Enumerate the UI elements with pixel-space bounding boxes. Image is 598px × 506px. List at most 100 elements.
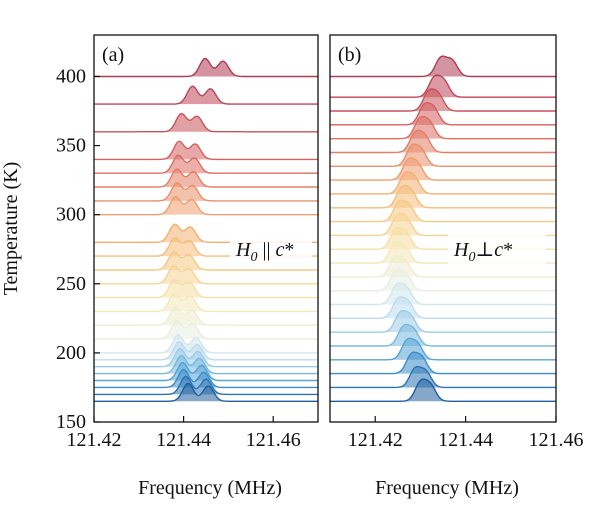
spectrum-line-285K: [330, 212, 556, 237]
spectrum-line-165K: [94, 382, 318, 402]
spectrum-line-375K: [330, 88, 556, 112]
plot-frame: [329, 34, 557, 423]
spectrum-fill-205K: [330, 324, 556, 346]
spectrum-fill-250K: [94, 265, 318, 284]
spectrum-line-200K: [94, 334, 318, 354]
spectrum-fill-380K: [94, 86, 318, 105]
spectrum-fill-240K: [94, 279, 318, 298]
spectrum-line-210K: [94, 320, 318, 340]
x-tick-label: 121.46: [246, 429, 301, 451]
spectrum-line-255K: [330, 254, 556, 278]
y-tick-label: 400: [56, 65, 86, 87]
spectrum-line-365K: [330, 101, 556, 126]
spectrum-line-400K: [330, 55, 556, 78]
spectrum-fill-325K: [330, 157, 556, 181]
spectrum-fill-185K: [330, 352, 556, 374]
spectrum-line-360K: [94, 112, 318, 133]
spectrum-line-220K: [94, 306, 318, 326]
spectrum-line-250K: [94, 264, 318, 285]
x-axis-title: Frequency (MHz): [138, 477, 282, 499]
spectrum-line-340K: [94, 140, 318, 161]
y-tick-label: 200: [56, 342, 86, 364]
x-tick-label: 121.44: [156, 429, 211, 451]
spectrum-line-380K: [94, 85, 318, 105]
spectrum-line-185K: [94, 354, 318, 375]
spectrum-fill-180K: [94, 362, 318, 381]
spectrum-line-355K: [330, 115, 556, 140]
spectrum-line-345K: [330, 129, 556, 154]
spectrum-line-170K: [94, 375, 318, 396]
spectrum-fill-170K: [94, 376, 318, 395]
spectrum-fill-400K: [94, 58, 318, 77]
spectrum-fill-315K: [330, 171, 556, 194]
y-tick-label: 250: [56, 273, 86, 295]
spectrum-fill-165K: [330, 379, 556, 402]
spectrum-fill-285K: [330, 213, 556, 236]
panel-a: 121.42 121.44 121.46 150 200 250 300 350 400 Freq…: [0, 34, 319, 499]
spectrum-fill-385K: [330, 75, 556, 98]
spectrum-fill-175K: [330, 366, 556, 388]
field-orientation-label: H0 || c*: [235, 239, 294, 265]
spectrum-line-295K: [330, 199, 556, 223]
panel-b: 121.42 121.44 121.46 Frequency (MHz) (b) H0⊥c…: [329, 34, 584, 499]
spectrum-fill-235K: [330, 283, 556, 305]
spectrum-line-315K: [330, 171, 556, 195]
spectrum-fill-220K: [94, 307, 318, 326]
spectrum-line-175K: [330, 365, 556, 389]
spectrum-line-205K: [330, 323, 556, 347]
x-tick-label: 121.44: [438, 429, 493, 451]
spectrum-line-195K: [94, 341, 318, 361]
spectrum-fill-165K: [94, 383, 318, 402]
spectrum-line-185K: [330, 351, 556, 375]
spectrum-line-330K: [94, 154, 318, 174]
spectrum-fill-295K: [330, 200, 556, 222]
plot-frame: [93, 34, 319, 423]
spectrum-line-320K: [94, 168, 318, 188]
spectrum-line-310K: [94, 182, 318, 202]
y-tick-label: 300: [56, 204, 86, 226]
spectrum-fill-360K: [94, 113, 318, 132]
spectrum-line-385K: [330, 74, 556, 98]
spectrum-fill-190K: [94, 348, 318, 367]
spectrum-fill-225K: [330, 296, 556, 319]
spectrum-line-245K: [330, 268, 556, 292]
spectrum-line-230K: [94, 292, 318, 313]
spectrum-line-400K: [94, 57, 318, 78]
spectrum-fill-215K: [330, 310, 556, 333]
spectrum-fill-400K: [330, 56, 556, 77]
y-axis-title: Temperature (K): [0, 162, 22, 296]
x-tick-label: 121.46: [529, 429, 584, 451]
spectrum-fill-245K: [330, 269, 556, 291]
x-tick-label: 121.42: [348, 429, 403, 451]
spectrum-fill-210K: [94, 321, 318, 340]
spectrum-fill-335K: [330, 144, 556, 167]
spectrum-line-190K: [94, 347, 318, 368]
y-tick-label: 350: [56, 135, 86, 157]
spectrum-line-215K: [330, 309, 556, 333]
x-tick-label: 121.42: [67, 429, 122, 451]
spectrum-line-175K: [94, 368, 318, 389]
spectrum-line-260K: [94, 250, 318, 271]
panel-label: (a): [102, 44, 124, 66]
annotation-bg: [448, 234, 546, 266]
panel-label: (b): [338, 44, 361, 66]
spectrum-line-235K: [330, 282, 556, 306]
spectrum-fill-345K: [330, 130, 556, 153]
spectrum-fill-230K: [94, 293, 318, 312]
spectrum-fill-195K: [330, 338, 556, 360]
spectrum-fill-300K: [94, 196, 318, 215]
spectrum-line-305K: [330, 184, 556, 209]
spectrum-line-325K: [330, 157, 556, 181]
spectrum-line-195K: [330, 337, 556, 361]
spectrum-fill-305K: [330, 185, 556, 208]
x-axis-title: Frequency (MHz): [375, 477, 519, 499]
spectrum-line-240K: [94, 278, 318, 299]
spectrum-line-225K: [330, 296, 556, 319]
annotation-bg: [230, 234, 312, 266]
spectrum-line-300K: [94, 195, 318, 216]
spectrum-line-335K: [330, 143, 556, 167]
y-tick-label: 150: [56, 411, 86, 433]
spectrum-line-165K: [330, 378, 556, 402]
field-orientation-label: H0⊥c*: [453, 239, 513, 265]
